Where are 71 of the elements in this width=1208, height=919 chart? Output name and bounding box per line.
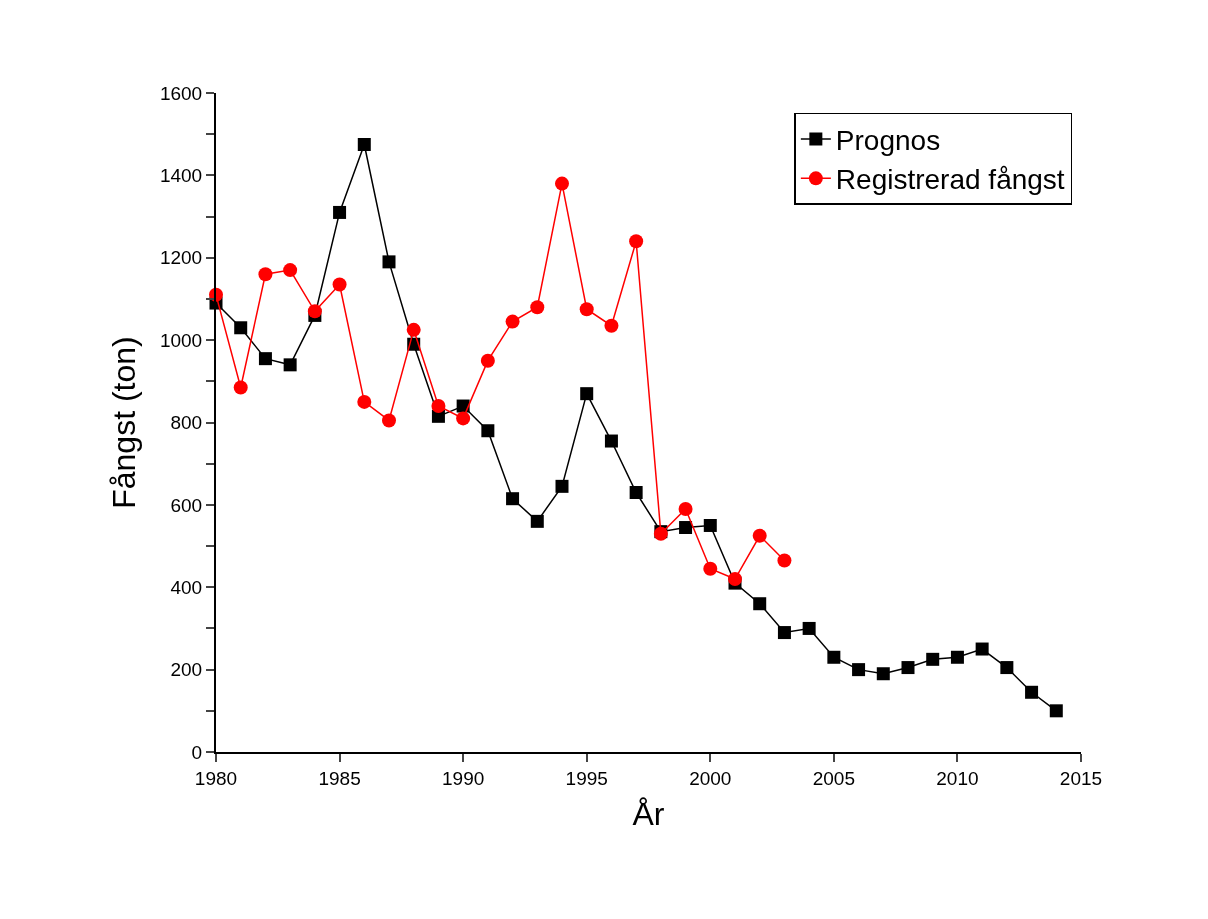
point xyxy=(975,642,989,656)
point xyxy=(555,479,569,493)
point xyxy=(753,597,767,611)
point xyxy=(777,553,792,568)
point xyxy=(431,399,446,414)
x-tick-label: 1990 xyxy=(442,767,485,789)
point xyxy=(283,358,297,372)
point xyxy=(950,650,964,664)
x-tick-label: 2000 xyxy=(689,767,732,789)
legend-label: Registrerad fångst xyxy=(835,164,1065,196)
point xyxy=(827,650,841,664)
legend-label: Prognos xyxy=(835,124,941,156)
point xyxy=(1049,704,1063,718)
y-tick-label: 1000 xyxy=(159,329,203,351)
point xyxy=(926,652,940,666)
point xyxy=(901,661,915,675)
y-tick-label: 400 xyxy=(170,576,203,598)
point xyxy=(1000,661,1014,675)
point xyxy=(876,667,890,681)
point xyxy=(258,267,273,282)
point xyxy=(530,300,545,315)
x-tick-label: 1980 xyxy=(194,767,238,789)
point xyxy=(679,521,693,535)
point xyxy=(357,394,372,409)
point xyxy=(530,514,544,528)
point xyxy=(580,387,594,401)
point xyxy=(852,663,866,677)
point xyxy=(752,528,767,543)
point xyxy=(456,411,471,426)
point xyxy=(703,561,718,576)
y-tick-label: 1400 xyxy=(159,165,203,187)
point xyxy=(406,322,421,337)
point xyxy=(802,621,816,635)
point xyxy=(233,380,248,395)
point xyxy=(382,255,396,269)
point xyxy=(258,352,272,366)
x-tick-label: 1985 xyxy=(318,767,361,789)
y-tick-label: 600 xyxy=(170,494,203,516)
y-tick-label: 1200 xyxy=(159,247,203,269)
point xyxy=(505,314,520,329)
point xyxy=(481,424,495,438)
x-tick-label: 1995 xyxy=(565,767,608,789)
point xyxy=(728,572,742,586)
point xyxy=(777,626,791,640)
point xyxy=(678,501,693,516)
point xyxy=(357,137,371,151)
point xyxy=(234,321,248,335)
y-axis-title: Fångst (ton) xyxy=(105,336,142,509)
point xyxy=(382,413,396,428)
point xyxy=(480,353,495,368)
point xyxy=(629,234,644,249)
point xyxy=(333,205,347,219)
x-tick-label: 2005 xyxy=(812,767,855,789)
point xyxy=(332,277,347,292)
y-tick-label: 1600 xyxy=(159,82,203,104)
x-tick-label: 2010 xyxy=(936,767,979,789)
point xyxy=(1025,685,1039,699)
y-tick-label: 0 xyxy=(191,741,203,763)
point xyxy=(629,486,643,500)
point xyxy=(283,263,298,278)
point xyxy=(506,492,520,506)
y-tick-label: 200 xyxy=(170,659,203,681)
y-tick-label: 800 xyxy=(170,412,203,434)
x-axis-title: År xyxy=(632,796,665,833)
x-tick-label: 2015 xyxy=(1059,767,1103,789)
point xyxy=(604,434,618,448)
point xyxy=(307,304,322,319)
point xyxy=(703,518,717,532)
point xyxy=(604,318,619,333)
point xyxy=(555,176,569,191)
point xyxy=(579,302,594,317)
